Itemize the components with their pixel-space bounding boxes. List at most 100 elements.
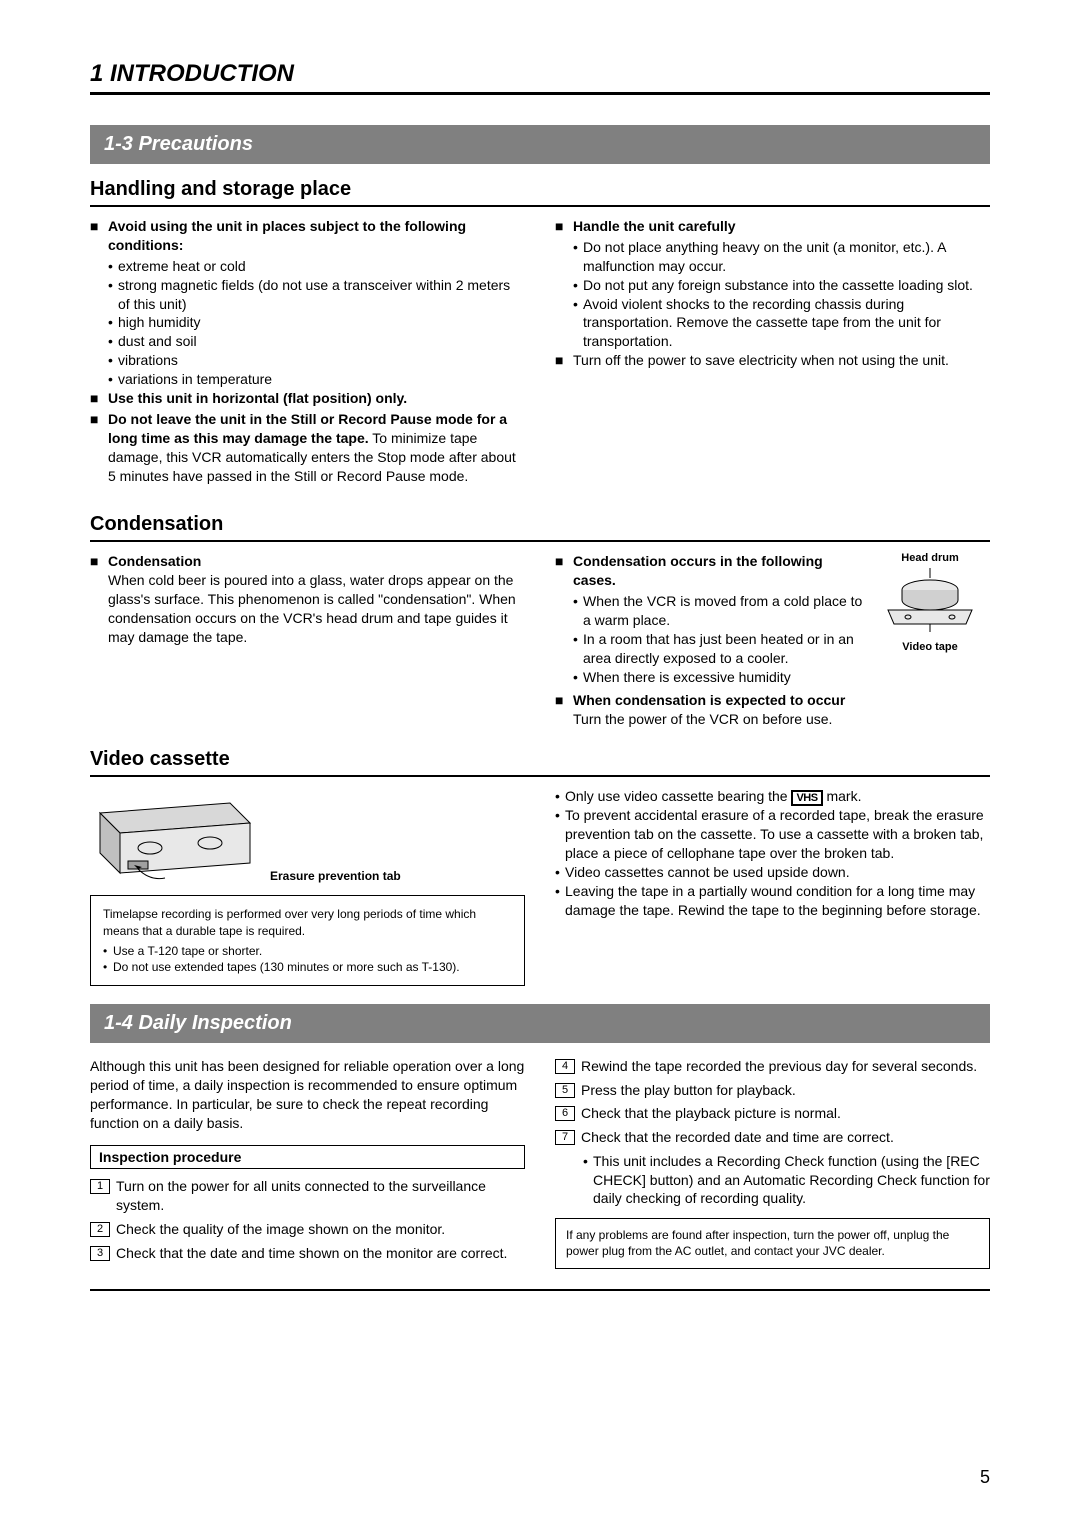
expected-text: Turn the power of the VCR on before use. [573, 711, 832, 727]
chapter-title: 1 INTRODUCTION [90, 60, 990, 88]
handle-head: Handle the unit carefully [573, 217, 990, 236]
daily-intro: Although this unit has been designed for… [90, 1057, 525, 1133]
page-number: 5 [980, 1467, 990, 1488]
step-text: Check the quality of the image shown on … [116, 1220, 525, 1240]
cassette-box-list: Use a T-120 tape or shorter. Do not use … [103, 943, 512, 975]
expected-head: When condensation is expected to occur [573, 692, 845, 708]
cond-left-head: Condensation [108, 553, 201, 569]
cassette-left: Erasure prevention tab Timelapse recordi… [90, 787, 525, 986]
list-item: When there is excessive humidity [573, 668, 865, 687]
step-text: Check that the date and time shown on th… [116, 1244, 525, 1264]
cassette-icon [90, 793, 260, 883]
list-item: dust and soil [108, 332, 525, 351]
condensation-right: Head drum Video tape ■ Condensation occu… [555, 552, 990, 730]
condensation-columns: ■ Condensation When cold beer is poured … [90, 552, 990, 730]
cond-left-text: When cold beer is poured into a glass, w… [108, 572, 516, 645]
step7-sub: This unit includes a Recording Check fun… [555, 1152, 990, 1209]
daily-note-box: If any problems are found after inspecti… [555, 1218, 990, 1268]
expected-block: ■ When condensation is expected to occur… [555, 691, 990, 729]
horiz-block: ■ Use this unit in horizontal (flat posi… [90, 389, 525, 408]
list-item: strong magnetic fields (do not use a tra… [108, 276, 525, 314]
list-item: When the VCR is moved from a cold place … [573, 592, 865, 630]
section-bar-1-4: 1-4 Daily Inspection [90, 1004, 990, 1043]
step-text: Rewind the tape recorded the previous da… [581, 1057, 990, 1077]
daily-columns: Although this unit has been designed for… [90, 1057, 990, 1268]
square-icon: ■ [90, 217, 108, 255]
condensation-title: Condensation [90, 513, 990, 536]
list-item: Use a T-120 tape or shorter. [103, 943, 512, 959]
list-item: vibrations [108, 351, 525, 370]
step-number: 6 [555, 1106, 575, 1121]
step-number: 3 [90, 1246, 110, 1261]
step-number: 5 [555, 1083, 575, 1098]
step-text: Check that the recorded date and time ar… [581, 1128, 990, 1148]
square-icon: ■ [90, 389, 108, 408]
cond-right-list: When the VCR is moved from a cold place … [555, 592, 865, 686]
daily-right: 4 Rewind the tape recorded the previous d… [555, 1057, 990, 1268]
vhs-logo-icon: VHS [791, 790, 822, 806]
poweroff-block: ■ Turn off the power to save electricity… [555, 351, 990, 370]
cassette-box-intro: Timelapse recording is performed over ve… [103, 906, 512, 938]
inspection-steps-right: 4 Rewind the tape recorded the previous d… [555, 1057, 990, 1147]
handle-list: Do not place anything heavy on the unit … [555, 238, 990, 351]
cassette-figure: Erasure prevention tab [90, 793, 525, 883]
list-item: extreme heat or cold [108, 257, 525, 276]
pause-wrap: Do not leave the unit in the Still or Re… [108, 410, 525, 486]
page: 1 INTRODUCTION 1-3 Precautions Handling … [0, 0, 1080, 1528]
square-icon: ■ [555, 552, 573, 590]
step-item: 1 Turn on the power for all units connect… [90, 1177, 525, 1216]
handling-right: ■ Handle the unit carefully Do not place… [555, 217, 990, 487]
bottom-rule [90, 1289, 990, 1291]
expected-wrap: When condensation is expected to occur T… [573, 691, 990, 729]
cassette-title: Video cassette [90, 748, 990, 771]
cond-right-block: ■ Condensation occurs in the following c… [555, 552, 865, 590]
square-icon: ■ [90, 552, 108, 646]
square-icon: ■ [555, 217, 573, 236]
step-number: 4 [555, 1059, 575, 1074]
handling-columns: ■ Avoid using the unit in places subject… [90, 217, 990, 487]
step-number: 1 [90, 1179, 110, 1194]
avoid-block: ■ Avoid using the unit in places subject… [90, 217, 525, 255]
cond-left-block: ■ Condensation When cold beer is poured … [90, 552, 525, 646]
list-item: Video cassettes cannot be used upside do… [555, 863, 990, 882]
step-item: 3 Check that the date and time shown on t… [90, 1244, 525, 1264]
chapter-rule [90, 92, 990, 95]
drum-label-bot: Video tape [870, 641, 990, 654]
list-item: high humidity [108, 313, 525, 332]
cond-left-wrap: Condensation When cold beer is poured in… [108, 552, 525, 646]
step-item: 7 Check that the recorded date and time a… [555, 1128, 990, 1148]
square-icon: ■ [555, 691, 573, 729]
list-item: Avoid violent shocks to the recording ch… [573, 295, 990, 352]
daily-left: Although this unit has been designed for… [90, 1057, 525, 1268]
poweroff-text: Turn off the power to save electricity w… [573, 351, 990, 370]
handling-rule [90, 205, 990, 207]
step-number: 2 [90, 1222, 110, 1237]
cassette-note-box: Timelapse recording is performed over ve… [90, 895, 525, 986]
cassette-a-pre: Only use video cassette bearing the [565, 788, 791, 804]
step-item: 5Press the play button for playback. [555, 1081, 990, 1101]
condensation-left: ■ Condensation When cold beer is poured … [90, 552, 525, 730]
cond-right-head: Condensation occurs in the following cas… [573, 552, 865, 590]
step-number: 7 [555, 1130, 575, 1145]
cassette-a-post: mark. [826, 788, 861, 804]
condensation-rule [90, 540, 990, 542]
avoid-list: extreme heat or cold strong magnetic fie… [90, 257, 525, 389]
drum-label-top: Head drum [870, 552, 990, 565]
list-item: This unit includes a Recording Check fun… [583, 1152, 990, 1209]
cassette-right: Only use video cassette bearing the VHS … [555, 787, 990, 986]
step-text: Check that the playback picture is norma… [581, 1104, 990, 1124]
cassette-right-list: Only use video cassette bearing the VHS … [555, 787, 990, 919]
list-item: To prevent accidental erasure of a recor… [555, 806, 990, 863]
horiz-text: Use this unit in horizontal (flat positi… [108, 389, 525, 408]
cassette-tab-label: Erasure prevention tab [270, 869, 401, 883]
square-icon: ■ [555, 351, 573, 370]
inspection-steps-left: 1 Turn on the power for all units connect… [90, 1177, 525, 1263]
cassette-rule [90, 775, 990, 777]
handle-block: ■ Handle the unit carefully [555, 217, 990, 236]
list-item: Do not put any foreign substance into th… [573, 276, 990, 295]
handling-left: ■ Avoid using the unit in places subject… [90, 217, 525, 487]
step-text: Turn on the power for all units connecte… [116, 1177, 525, 1216]
cassette-columns: Erasure prevention tab Timelapse recordi… [90, 787, 990, 986]
pause-block: ■ Do not leave the unit in the Still or … [90, 410, 525, 486]
list-item: Do not use extended tapes (130 minutes o… [103, 959, 512, 975]
